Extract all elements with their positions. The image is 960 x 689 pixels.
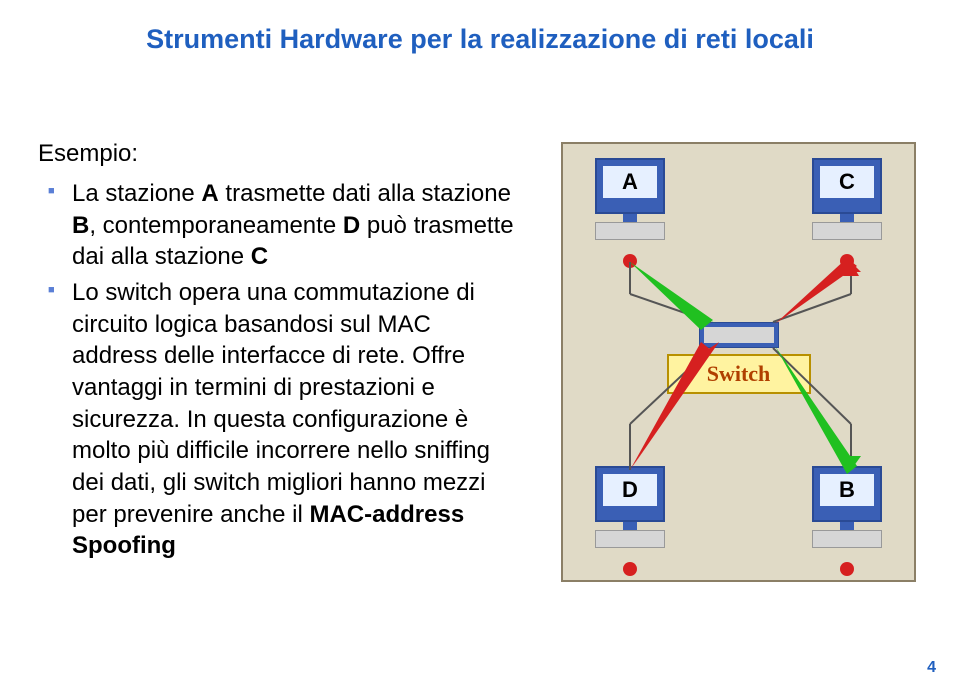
computer-base — [812, 222, 882, 240]
port-led-icon — [760, 331, 770, 341]
computer-base — [812, 530, 882, 548]
computer-base — [595, 222, 665, 240]
led-icon — [840, 254, 854, 268]
computer-node-a: A — [591, 158, 669, 248]
network-diagram: A C D B — [561, 142, 916, 582]
arrow-a-icon — [630, 262, 713, 330]
computer-base — [595, 530, 665, 548]
monitor-stand — [840, 214, 854, 222]
monitor-icon: B — [812, 466, 882, 522]
computer-node-c: C — [808, 158, 886, 248]
text-fragment: trasmette dati alla stazione — [219, 180, 511, 207]
computer-node-d: D — [591, 466, 669, 556]
screen-label: D — [603, 474, 657, 506]
switch-label-box: Switch — [667, 354, 811, 394]
screen-label: C — [820, 166, 874, 198]
port-led-icon — [710, 331, 720, 341]
text-fragment: , contemporaneamente — [89, 212, 343, 239]
text-fragment: Lo switch opera una commutazione di circ… — [72, 279, 490, 528]
led-icon — [623, 562, 637, 576]
content-area: Esempio: La stazione A trasmette dati al… — [38, 140, 518, 566]
bullet-list: La stazione A trasmette dati alla stazio… — [38, 178, 518, 562]
monitor-icon: C — [812, 158, 882, 214]
esempio-label: Esempio: — [38, 140, 518, 168]
page-title: Strumenti Hardware per la realizzazione … — [0, 24, 960, 55]
monitor-stand — [623, 214, 637, 222]
station-a-label: A — [201, 180, 218, 207]
station-b-label: B — [72, 212, 89, 239]
page-number: 4 — [927, 659, 936, 677]
monitor-icon: A — [595, 158, 665, 214]
list-item: La stazione A trasmette dati alla stazio… — [38, 178, 518, 273]
port-led-icon — [744, 331, 754, 341]
station-d-label: D — [343, 212, 360, 239]
screen-label: B — [820, 474, 874, 506]
diagram-background: A C D B — [561, 142, 916, 582]
led-icon — [840, 562, 854, 576]
port-led-icon — [726, 331, 736, 341]
monitor-stand — [623, 522, 637, 530]
switch-hub-icon — [699, 322, 779, 348]
screen-label: A — [603, 166, 657, 198]
led-icon — [623, 254, 637, 268]
list-item: Lo switch opera una commutazione di circ… — [38, 277, 518, 562]
monitor-stand — [840, 522, 854, 530]
computer-node-b: B — [808, 466, 886, 556]
text-fragment: La stazione — [72, 180, 201, 207]
station-c-label: C — [251, 243, 268, 270]
monitor-icon: D — [595, 466, 665, 522]
